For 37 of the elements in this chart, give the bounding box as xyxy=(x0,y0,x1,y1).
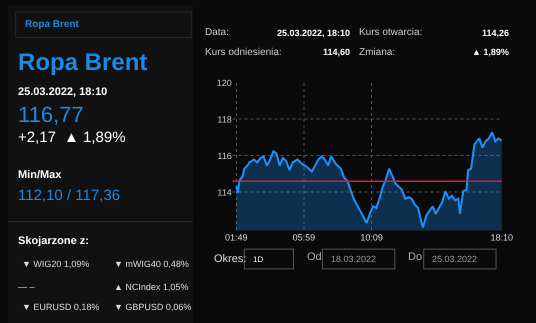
text: — – xyxy=(18,282,35,292)
text: Do xyxy=(408,251,422,263)
text: 114,60 xyxy=(323,47,350,57)
text: Min/Max xyxy=(18,169,62,181)
text: 25.03.2022 xyxy=(432,254,478,264)
text: 114,26 xyxy=(482,28,510,38)
text: Ropa Brent xyxy=(18,49,148,76)
x-tick-label: 18:10 xyxy=(490,232,514,242)
text: 116,77 xyxy=(18,102,84,127)
text: 112,10 / 117,36 xyxy=(18,187,120,204)
text: +2,17 xyxy=(18,129,56,146)
text: Skojarzone z: xyxy=(18,235,89,247)
text: Kurs odniesienia: xyxy=(205,47,282,58)
text: Data: xyxy=(205,27,229,38)
text: Okres: xyxy=(214,253,246,265)
text: ▼ WIG20 1,09% xyxy=(22,259,90,269)
text: 1D xyxy=(253,255,264,264)
text: 18.03.2022 xyxy=(331,254,376,264)
text: Od xyxy=(307,251,322,263)
x-tick-label: 10:09 xyxy=(360,232,383,242)
x-tick-label: 05:59 xyxy=(292,232,316,242)
text: Kurs otwarcia: xyxy=(359,27,422,38)
x-tick-label: 01:49 xyxy=(224,232,248,242)
y-tick-label: 114 xyxy=(217,187,232,198)
text: Zmiana: xyxy=(359,47,396,58)
y-tick-label: 116 xyxy=(217,150,232,161)
text: ▲ 1,89% xyxy=(472,47,509,57)
text: 25.03.2022, 18:10 xyxy=(277,28,350,38)
text: 25.03.2022, 18:10 xyxy=(18,86,108,98)
text: ▼ EURUSD 0,18% xyxy=(22,302,100,312)
text: ▼ GBPUSD 0,06% xyxy=(114,302,192,312)
y-tick-label: 120 xyxy=(216,78,232,88)
text: ▲ NCIndex 1,05% xyxy=(114,282,188,292)
text: ▼ mWIG40 0,48% xyxy=(114,259,189,269)
text: Ropa Brent xyxy=(25,19,80,30)
y-tick-label: 118 xyxy=(217,114,232,124)
text: ▲ 1,89% xyxy=(64,129,126,146)
